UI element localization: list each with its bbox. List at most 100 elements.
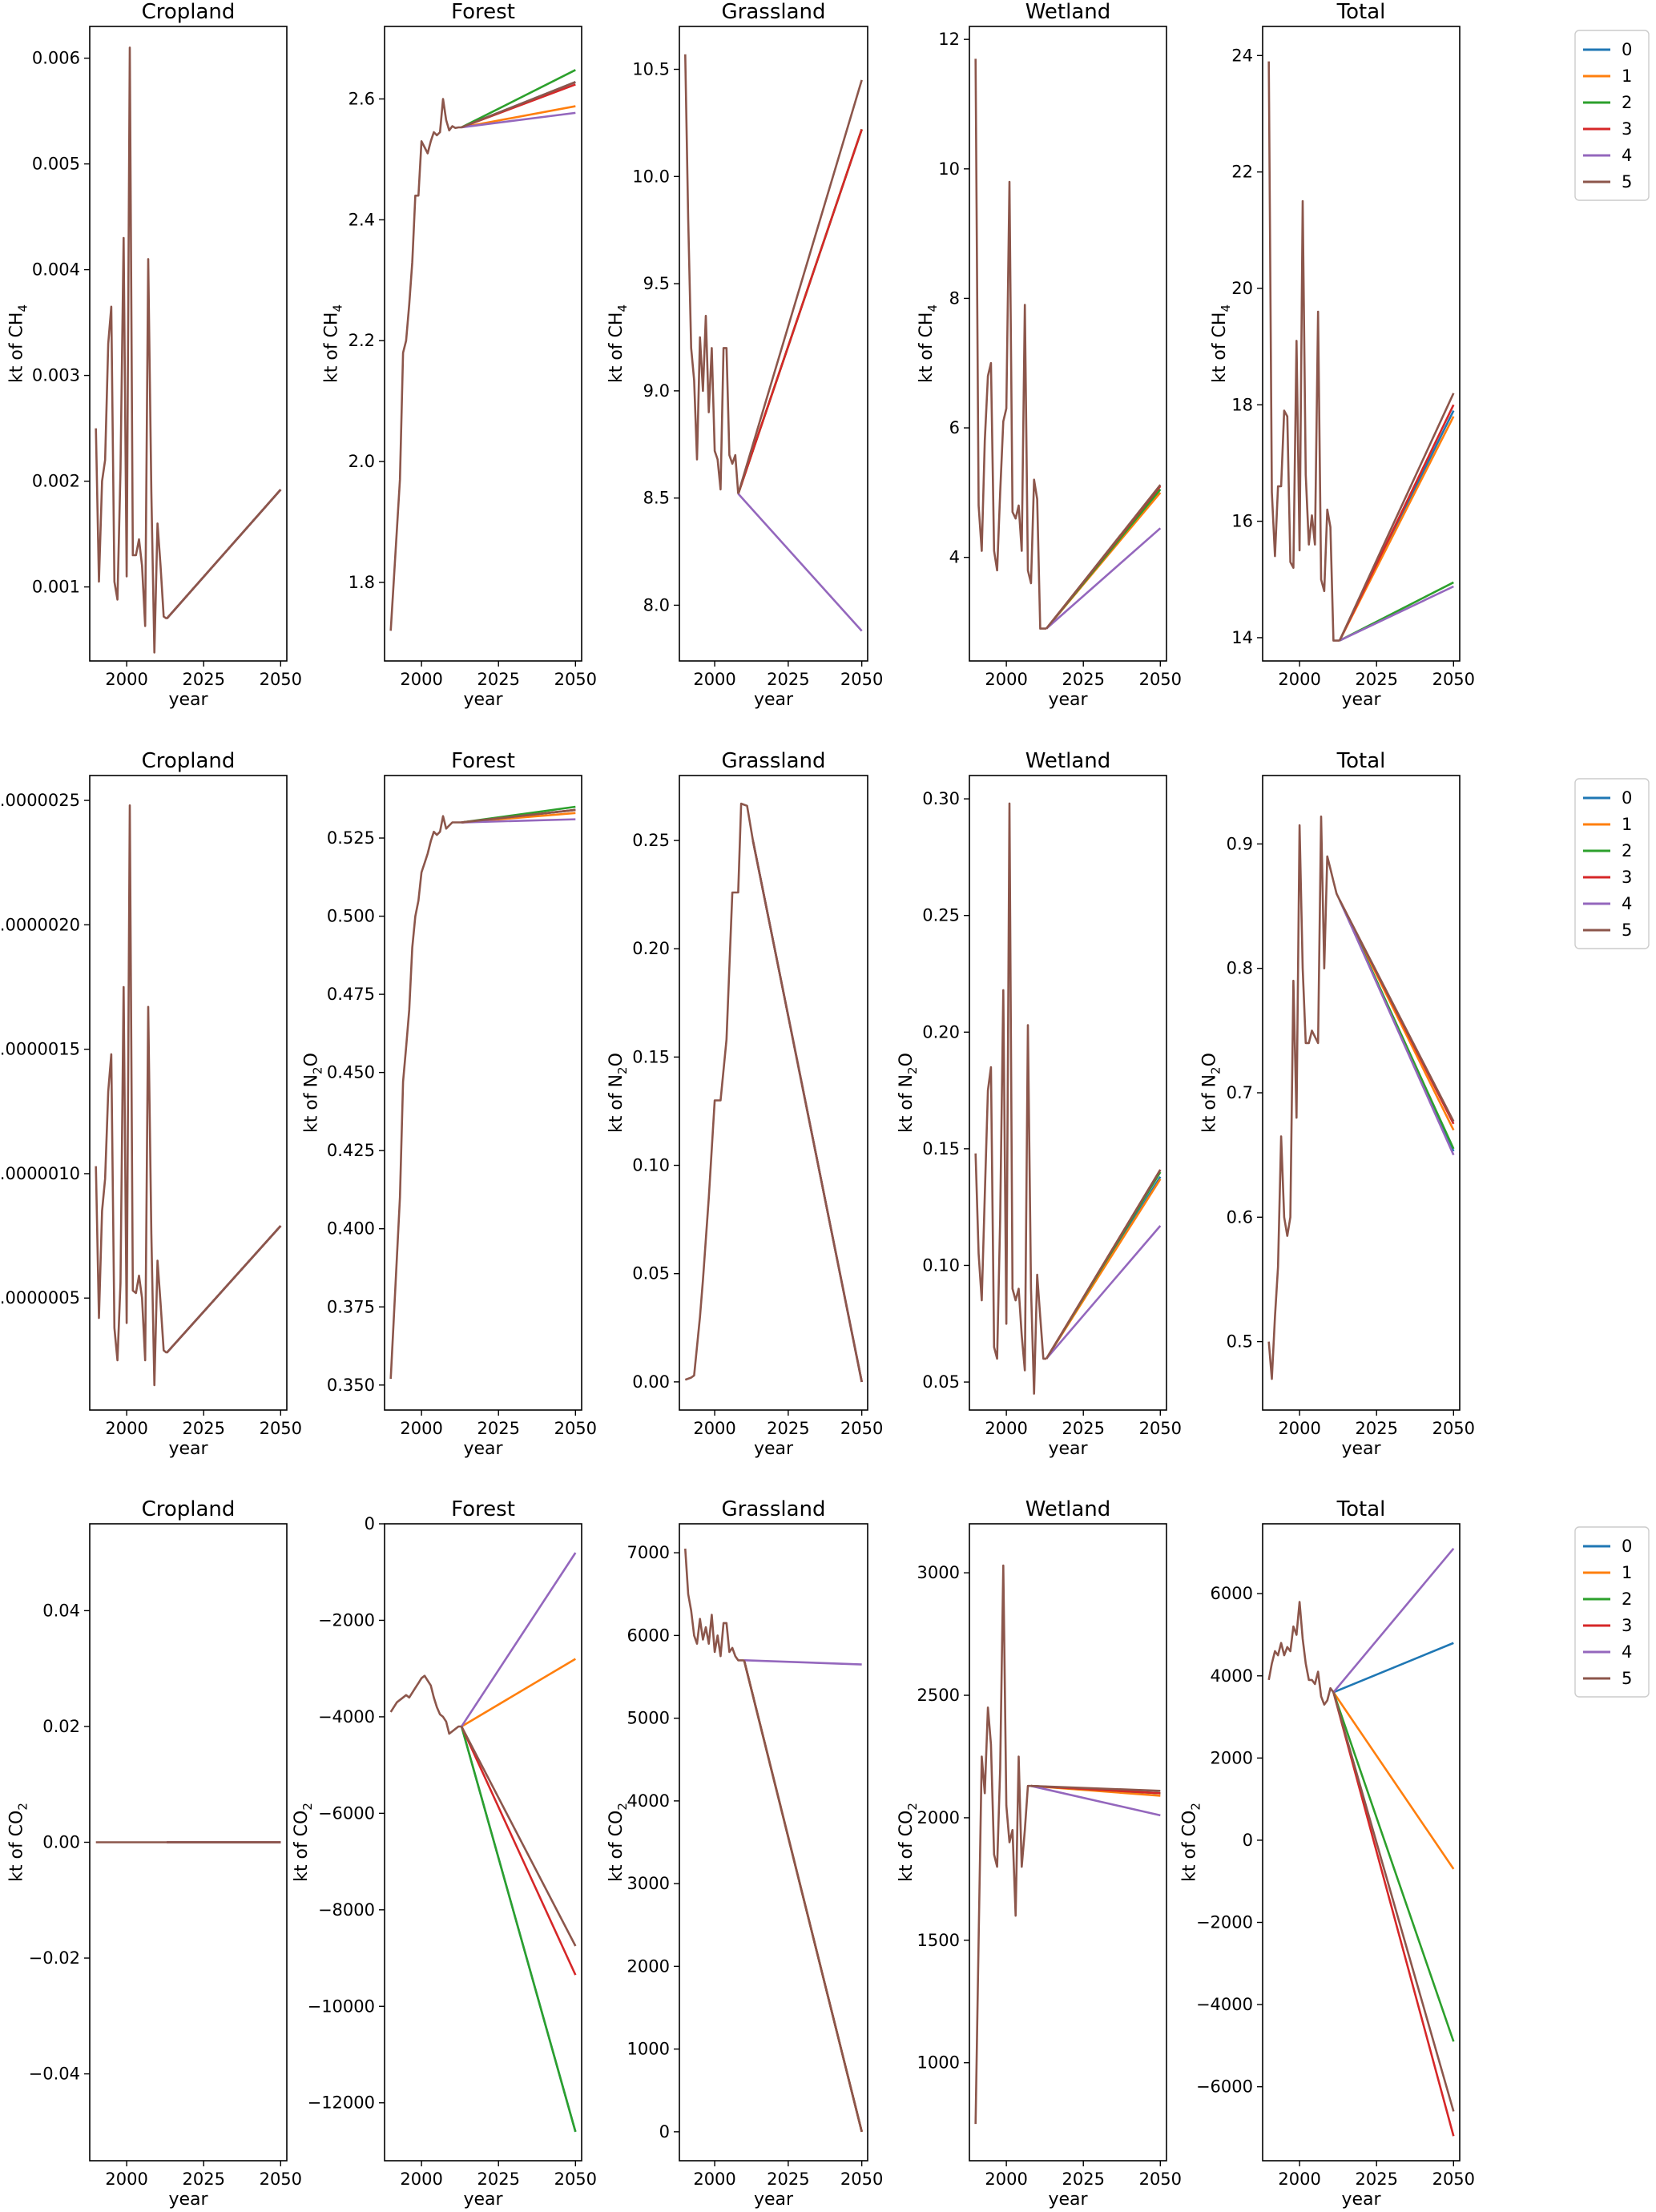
series-lines <box>974 802 1162 1395</box>
history-line <box>1267 815 1341 1380</box>
x-tick-label: 2025 <box>182 670 224 689</box>
series-lines <box>974 58 1162 630</box>
series-line-4 <box>1046 1225 1162 1360</box>
y-tick-label: 6 <box>949 418 960 437</box>
history-line <box>684 1548 744 1662</box>
x-tick-label: 2025 <box>767 2170 809 2189</box>
series-line-2 <box>461 69 576 129</box>
series-line-4 <box>1338 899 1455 1156</box>
y-tick-label: −0.02 <box>29 1948 80 1968</box>
panel-wetland-1: 2000 2025 2050 4 6 8 10 12 Wetland year kt of CH4 <box>917 0 1182 710</box>
y-tick-label: −2000 <box>1196 1913 1253 1932</box>
y-tick-label: 8.5 <box>643 489 670 508</box>
y-tick-label: 0.05 <box>632 1264 670 1283</box>
x-tick-label: 2025 <box>1355 1419 1397 1438</box>
series-line-5 <box>1046 484 1162 630</box>
x-tick-label: 2050 <box>1432 670 1475 689</box>
y-tick-label: −6000 <box>1196 2077 1253 2097</box>
y-tick-label: 0.7 <box>1227 1083 1253 1102</box>
panel-wetland-2: 2000 2025 2050 0.05 0.10 0.15 0.20 0.25 0.30 Wetl… <box>896 749 1182 1459</box>
x-tick-label: 2025 <box>182 1419 224 1438</box>
y-tick-label: 10.5 <box>632 60 670 79</box>
x-tick-label: 2000 <box>400 670 442 689</box>
x-tick-label: 2050 <box>554 2170 597 2189</box>
y-tick-label: 0.02 <box>42 1717 80 1736</box>
y-tick-label: 1000 <box>627 2040 670 2059</box>
x-tick-label: 2025 <box>1355 670 1397 689</box>
y-tick-label: 0.10 <box>632 1156 670 1175</box>
x-axis-label: year <box>168 1439 208 1459</box>
y-tick-label: 2000 <box>917 1808 960 1827</box>
x-axis-label: year <box>754 690 794 710</box>
x-tick-label: 2000 <box>400 2170 442 2189</box>
panel-title: Cropland <box>142 0 236 24</box>
y-tick-label: 18 <box>1231 395 1253 414</box>
x-axis-label: year <box>463 2190 503 2210</box>
y-tick-label: −0.04 <box>29 2065 80 2084</box>
y-tick-label: 14 <box>1231 628 1253 647</box>
x-tick-label: 2050 <box>554 1419 597 1438</box>
y-axis-label: kt of CO2 <box>292 1803 315 1882</box>
legend-label-4: 4 <box>1622 1642 1632 1662</box>
legend-label-4: 4 <box>1622 146 1632 165</box>
y-tick-label: 0.450 <box>327 1063 375 1082</box>
panel-forest-1: 2000 2025 2050 1.8 2.0 2.2 2.4 2.6 Forest year kt … <box>322 0 598 710</box>
history-line <box>389 1674 462 1735</box>
series-lines <box>1267 1547 1455 2137</box>
x-tick-label: 2025 <box>1062 670 1104 689</box>
x-tick-label: 2025 <box>1062 1419 1104 1438</box>
y-tick-label: 0.500 <box>327 907 375 926</box>
series-lines <box>95 804 282 1387</box>
y-tick-label: 10 <box>938 159 960 179</box>
y-tick-label: 7000 <box>627 1543 670 1562</box>
y-tick-label: 0.9 <box>1227 834 1253 853</box>
series-line-1 <box>1332 1691 1455 1870</box>
y-tick-label: 2000 <box>627 1956 670 1976</box>
x-tick-label: 2025 <box>767 670 809 689</box>
x-tick-label: 2050 <box>1139 1419 1182 1438</box>
y-axis-label: kt of N2O <box>606 1053 630 1133</box>
y-axis-label: kt of CO2 <box>896 1803 920 1882</box>
legend-label-5: 5 <box>1622 172 1632 191</box>
panel-grassland-2: 2000 2025 2050 0.00 0.05 0.10 0.15 0.20 0.25 Gras… <box>606 749 883 1459</box>
y-tick-label: 0 <box>1243 1831 1253 1850</box>
y-tick-label: 1.8 <box>349 573 375 592</box>
series-line-5 <box>1332 1691 1455 2112</box>
x-tick-label: 2000 <box>693 2170 735 2189</box>
y-tick-label: 0.001 <box>32 578 80 597</box>
x-tick-label: 2000 <box>105 670 147 689</box>
y-tick-label: 2000 <box>1211 1748 1253 1767</box>
series-lines <box>1267 815 1455 1380</box>
series-line-4 <box>1339 585 1454 642</box>
series-line-5 <box>461 808 576 824</box>
x-axis-label: year <box>168 690 208 710</box>
legend-label-2: 2 <box>1622 841 1632 860</box>
y-tick-label: 8 <box>949 288 960 308</box>
legend-label-5: 5 <box>1622 1669 1632 1688</box>
y-tick-label: 0.05 <box>922 1372 960 1392</box>
x-tick-label: 2025 <box>477 670 519 689</box>
y-axis-label: kt of CO2 <box>606 1803 630 1882</box>
y-tick-label: 0.00 <box>632 1372 670 1392</box>
series-line-3 <box>1332 1691 1455 2137</box>
series-line-4 <box>737 493 863 632</box>
y-tick-label: 24 <box>1231 46 1253 65</box>
legend-row-1: 0 1 2 3 4 5 <box>1574 30 1650 201</box>
x-tick-label: 2000 <box>1278 2170 1320 2189</box>
y-axis-label: kt of CO2 <box>1180 1803 1203 1882</box>
history-line <box>95 46 167 654</box>
x-axis-label: year <box>1048 1439 1088 1459</box>
y-tick-label: 0 <box>365 1514 375 1533</box>
panel-total-1: 2000 2025 2050 14 16 18 20 22 24 Total year kt of C… <box>1210 0 1475 710</box>
y-axis-label: kt of CO2 <box>7 1803 30 1882</box>
y-tick-label: 0.20 <box>632 939 670 958</box>
x-tick-label: 2050 <box>554 670 597 689</box>
panel-total-2: 2000 2025 2050 0.5 0.6 0.7 0.8 0.9 Total year kt o… <box>1200 749 1476 1459</box>
panel-title: Total <box>1336 0 1386 24</box>
series-line-4 <box>743 1659 862 1666</box>
y-tick-label: 0.0000025 <box>0 791 80 810</box>
x-tick-label: 2050 <box>1139 670 1182 689</box>
y-tick-label: 0.30 <box>922 789 960 808</box>
panel-title: Wetland <box>1025 0 1111 24</box>
